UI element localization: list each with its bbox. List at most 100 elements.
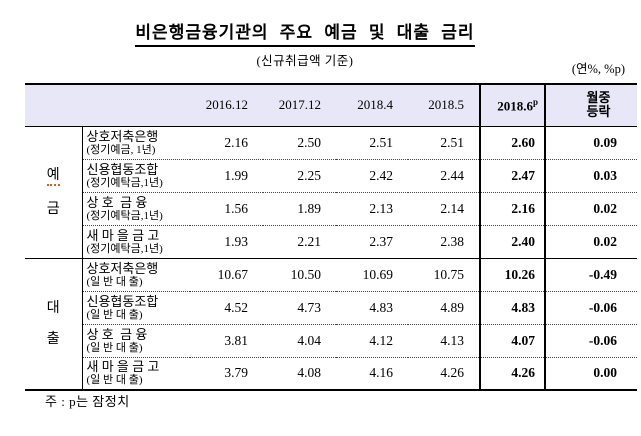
rate-value-preliminary: 2.40 [479, 224, 546, 258]
rate-value: 2.50 [297, 134, 321, 150]
rate-value: 4.12 [336, 323, 408, 357]
institution-name: 새 마 을 금 고 [86, 227, 160, 243]
institution-product: (일 반 대 출) [86, 341, 143, 354]
rate-value: 4.04 [263, 323, 336, 357]
rate-value-preliminary: 2.47 [479, 158, 546, 192]
monthly-change-value: 0.03 [545, 158, 637, 192]
table-header-row: 2016.12 2017.12 2018.4 2018.5 2018.6p 월중… [25, 84, 637, 127]
table-row-deposit-mutual-finance: 상 호 금 융 (정기예탁금,1년) 1.56 1.89 2.13 2.14 2… [25, 191, 637, 225]
preliminary-superscript: p [532, 96, 538, 107]
header-2018-6-text: 2018.6 [497, 97, 533, 113]
monthly-change-value: 0.09 [593, 134, 617, 150]
institution-name: 새 마 을 금 고 [86, 359, 160, 375]
rate-value: 4.08 [263, 356, 336, 390]
rate-value-preliminary: 2.60 [479, 126, 546, 159]
institution-cell: 상 호 금 융 (일 반 대 출) [82, 323, 190, 357]
institution-product: (일 반 대 출) [86, 308, 143, 321]
rate-value: 10.69 [336, 257, 408, 291]
group-char-deposit-2: 금 [46, 201, 60, 217]
table-row-loan-community-credit: 새 마 을 금 고 (일 반 대 출) 3.79 4.08 4.16 4.26 … [25, 356, 637, 390]
rate-value: 2.21 [263, 224, 336, 258]
institution-name: 상 호 금 융 [86, 194, 148, 210]
institution-cell: 신용협동조합 (정기예탁금,1년) [82, 158, 190, 192]
header-monthly-change: 월중 등락 [545, 84, 637, 127]
rate-value: 2.44 [408, 158, 480, 192]
rate-value: 1.99 [190, 158, 263, 192]
table-row-deposit-credit-union: 신용협동조합 (정기예탁금,1년) 1.99 2.25 2.42 2.44 2.… [25, 158, 637, 192]
institution-cell: 신용협동조합 (일 반 대 출) [82, 290, 190, 324]
rate-value: 1.56 [190, 191, 263, 225]
institution-product: (일 반 대 출) [86, 275, 143, 288]
rate-value: 3.79 [190, 356, 263, 390]
rate-value: 2.25 [263, 158, 336, 192]
rate-value: 2.42 [336, 158, 408, 192]
rate-value: 10.75 [408, 257, 480, 291]
header-2018-6-preliminary: 2018.6p [479, 84, 546, 127]
monthly-change-value: 0.00 [545, 356, 637, 390]
rate-value: 2.16 [224, 134, 248, 150]
institution-product: (정기예탁금,1년) [86, 242, 163, 255]
institution-cell: 상 호 금 융 (정기예탁금,1년) [82, 191, 190, 225]
monthly-change-value: -0.06 [545, 323, 637, 357]
table-row-deposit-savings-bank: 예 금 상호저축은행 (정기예금, 1년) 2.16 2.50 2.51 2.5… [25, 126, 637, 258]
group-label-loans: 대 출 [25, 257, 83, 390]
institution-name: 상호저축은행 [86, 128, 159, 144]
institution-product: (일 반 대 출) [86, 374, 143, 387]
rate-value-preliminary: 2.16 [479, 191, 546, 225]
institution-name: 상호저축은행 [86, 260, 159, 276]
rate-value: 3.81 [190, 323, 263, 357]
rate-value: 2.51 [440, 134, 464, 150]
page-title: 비은행금융기관의 주요 예금 및 대출 금리 [135, 18, 475, 47]
group-char-loan-2: 출 [46, 331, 60, 347]
institution-product: (정기예탁금,1년) [86, 209, 163, 222]
rate-value: 4.16 [336, 356, 408, 390]
institution-product: (정기예금, 1년) [86, 143, 156, 156]
header-2018-5: 2018.5 [408, 84, 480, 127]
title-block: 비은행금융기관의 주요 예금 및 대출 금리 (신규취급액 기준) [0, 18, 610, 69]
rate-value: 2.37 [336, 224, 408, 258]
rates-table: 2016.12 2017.12 2018.4 2018.5 2018.6p 월중… [25, 83, 637, 391]
table-row-loan-mutual-finance: 상 호 금 융 (일 반 대 출) 3.81 4.04 4.12 4.13 4.… [25, 323, 637, 357]
table-row-loan-credit-union: 신용협동조합 (일 반 대 출) 4.52 4.73 4.83 4.89 4.8… [25, 290, 637, 324]
monthly-change-value: -0.49 [545, 257, 637, 291]
rate-value: 2.38 [408, 224, 480, 258]
rate-value: 4.73 [263, 290, 336, 324]
institution-cell: 새 마 을 금 고 (정기예탁금,1년) [82, 224, 190, 258]
rate-value: 4.26 [408, 356, 480, 390]
rate-value-preliminary: 4.07 [479, 323, 546, 357]
header-2017-12: 2017.12 [263, 84, 336, 127]
rate-value-preliminary: 4.26 [479, 356, 546, 390]
institution-name: 신용협동조합 [86, 293, 159, 309]
rate-value: 2.51 [369, 134, 393, 150]
page-subtitle: (신규취급액 기준) [256, 54, 354, 68]
monthly-change-value: 0.02 [545, 191, 637, 225]
group-label-deposits-stack: 예 금 [25, 168, 82, 217]
header-empty-cell [25, 84, 190, 127]
table-row-deposit-community-credit: 새 마 을 금 고 (정기예탁금,1년) 1.93 2.21 2.37 2.38… [25, 224, 637, 258]
institution-product: (정기예탁금,1년) [86, 176, 163, 189]
group-char-deposit-1: 예 [46, 168, 60, 186]
rate-value: 4.89 [408, 290, 480, 324]
institution-cell: 상호저축은행 (일 반 대 출) [82, 257, 190, 291]
group-label-loans-stack: 대 출 [25, 301, 82, 347]
group-label-deposits: 예 금 [25, 126, 83, 258]
rate-value: 4.13 [408, 323, 480, 357]
header-monthly-change-line2: 등락 [586, 104, 611, 120]
header-monthly-change-line1: 월중 [586, 90, 611, 106]
rate-value-preliminary: 4.83 [479, 290, 546, 324]
rate-value: 10.67 [190, 257, 263, 291]
rate-value: 2.13 [336, 191, 408, 225]
institution-name: 상 호 금 융 [86, 326, 148, 342]
header-2016-12: 2016.12 [190, 84, 263, 127]
rate-value: 1.89 [263, 191, 336, 225]
institution-cell: 새 마 을 금 고 (일 반 대 출) [82, 356, 190, 390]
table-row-loan-savings-bank: 대 출 상호저축은행 (일 반 대 출) 10.67 10.50 10.69 1… [25, 257, 637, 390]
institution-name: 신용협동조합 [86, 161, 159, 177]
rate-value: 10.50 [263, 257, 336, 291]
monthly-change-value: -0.06 [545, 290, 637, 324]
group-char-loan-1: 대 [46, 300, 60, 316]
rate-value: 1.93 [190, 224, 263, 258]
footnote: 주 : p는 잠정치 [45, 394, 130, 409]
unit-label: (연%, %p) [571, 62, 625, 76]
